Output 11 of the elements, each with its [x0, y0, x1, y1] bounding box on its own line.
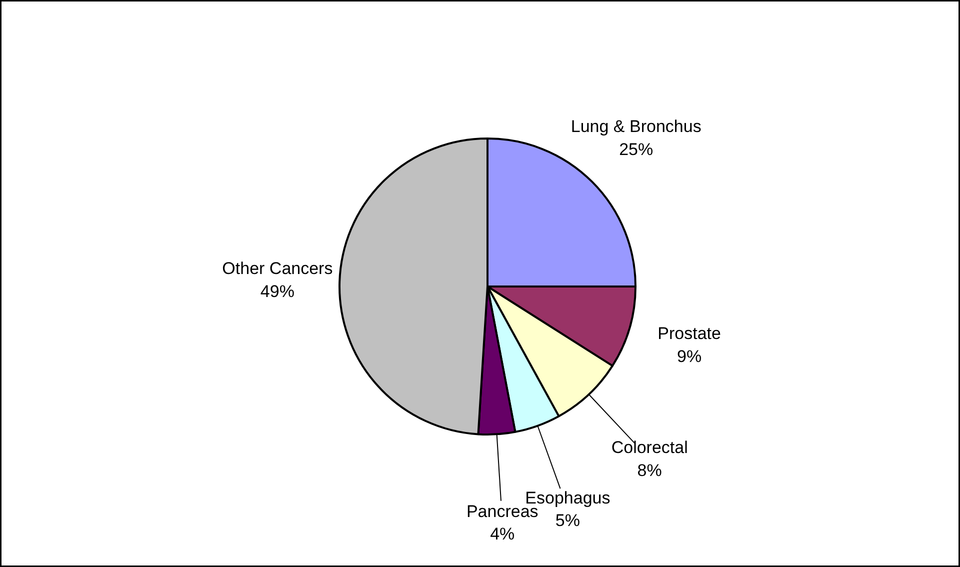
slice-label: Other Cancers — [222, 259, 333, 278]
data-label: 49% — [260, 282, 294, 301]
data-label: 9% — [677, 347, 702, 366]
slice-label: Colorectal — [611, 438, 688, 458]
slice-label: Prostate — [658, 324, 721, 344]
data-label: 4% — [490, 524, 515, 544]
data-label: 5% — [555, 511, 580, 530]
slice-label: Esophagus — [525, 488, 610, 508]
data-label: 25% — [619, 140, 654, 159]
data-label: 8% — [637, 461, 662, 480]
slice-label: Lung & Bronchus — [570, 116, 702, 136]
